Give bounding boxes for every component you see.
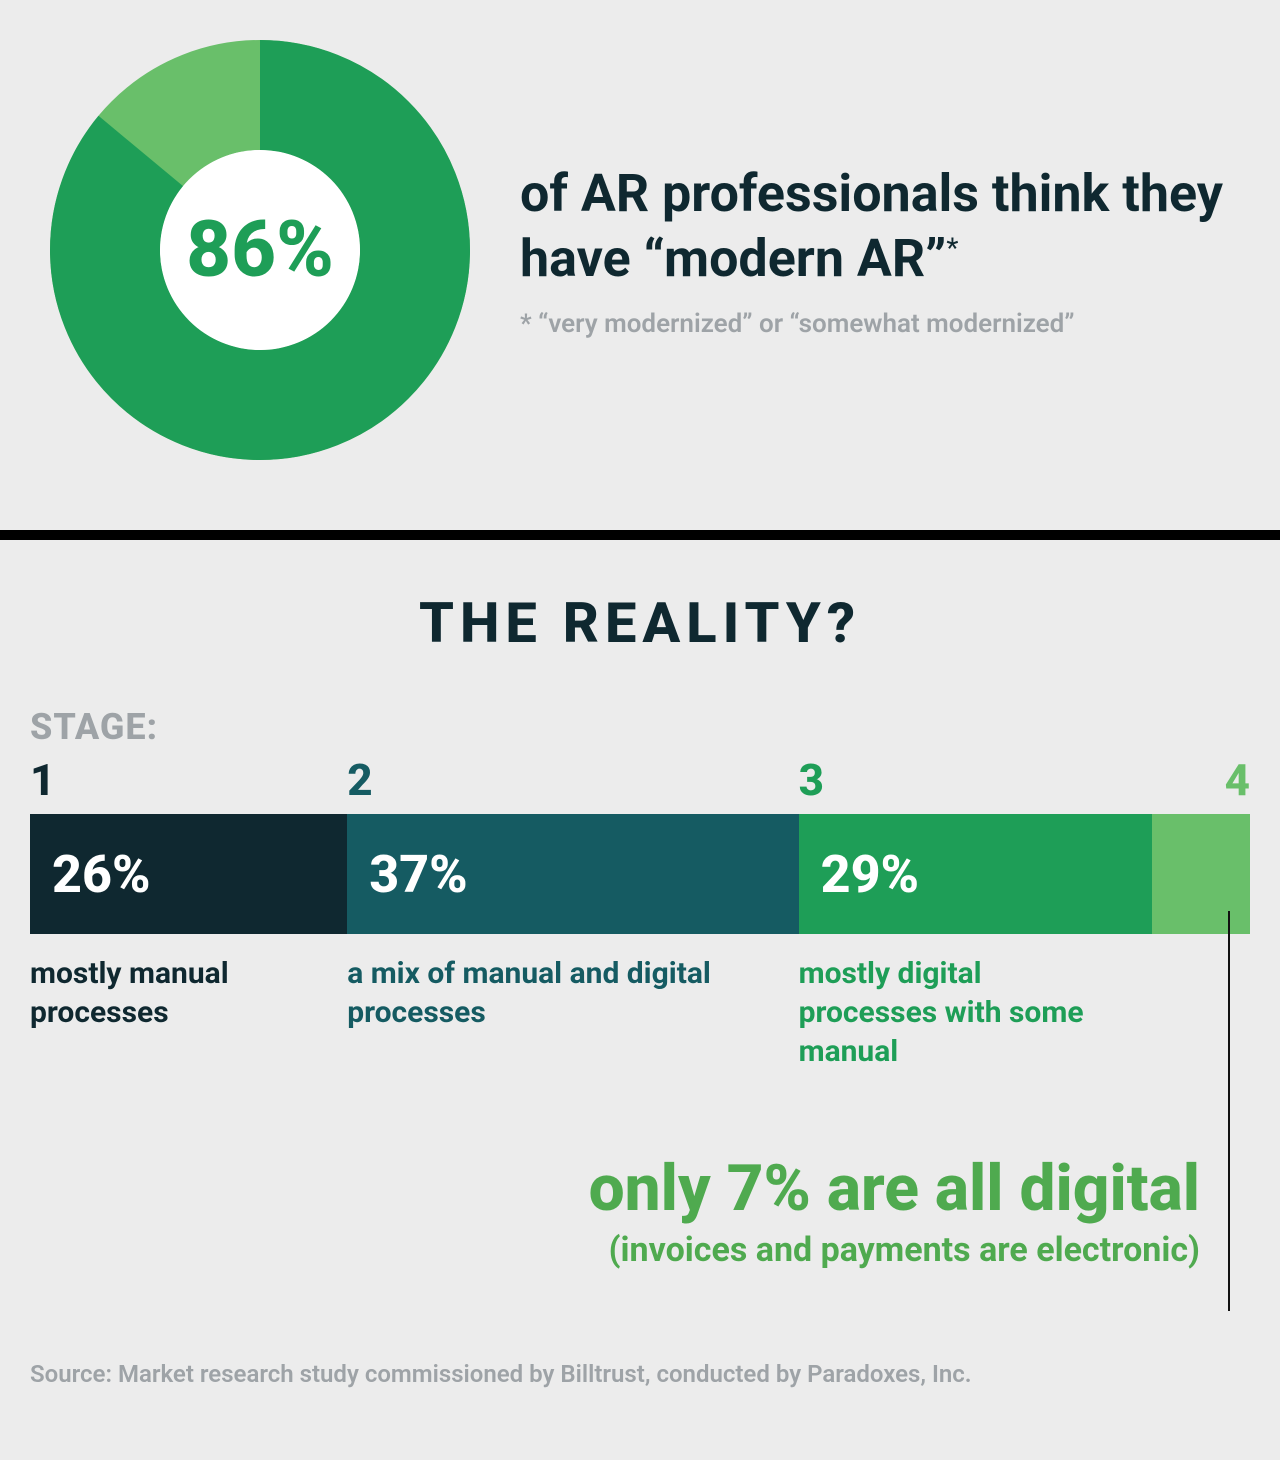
- stage-number: 1: [30, 754, 347, 814]
- stage-label: STAGE:: [30, 706, 1250, 748]
- callout-main-text: only 7% are all digital: [30, 1151, 1200, 1226]
- callout-block: only 7% are all digital (invoices and pa…: [30, 1151, 1250, 1270]
- stage-number-row: 1234: [30, 754, 1250, 814]
- headline-text: of AR professionals think they have “mod…: [520, 161, 1230, 291]
- bottom-section: THE REALITY? STAGE: 1234 26%37%29% mostl…: [0, 540, 1280, 1418]
- headline-asterisk: *: [946, 232, 958, 265]
- donut-percent-label: 86%: [186, 205, 334, 296]
- top-section: 86% of AR professionals think they have …: [30, 40, 1250, 500]
- bar-segment: 29%: [799, 814, 1153, 934]
- bar-segment: 26%: [30, 814, 347, 934]
- source-text: Source: Market research study commission…: [30, 1360, 1250, 1388]
- stage-number: 3: [799, 754, 1153, 814]
- stage-number: 2: [347, 754, 798, 814]
- stacked-bar: 26%37%29%: [30, 814, 1250, 934]
- stage-description: [1152, 954, 1250, 1071]
- donut-chart: 86%: [50, 40, 470, 460]
- stage-description-row: mostly manual processesa mix of manual a…: [30, 954, 1250, 1071]
- headline-block: of AR professionals think they have “mod…: [520, 161, 1230, 339]
- infographic-root: 86% of AR professionals think they have …: [0, 0, 1280, 530]
- stage-description: mostly manual processes: [30, 954, 347, 1071]
- callout-connector-line: [1228, 911, 1230, 1311]
- callout-sub-text: (invoices and payments are electronic): [30, 1230, 1200, 1270]
- headline-main: of AR professionals think they have “mod…: [520, 163, 1223, 289]
- stage-description: a mix of manual and digital processes: [347, 954, 798, 1071]
- stage-description: mostly digital processes with some manua…: [799, 954, 1153, 1071]
- footnote-text: * “very modernized” or “somewhat moderni…: [520, 309, 1230, 339]
- bar-segment: [1152, 814, 1250, 934]
- section-divider: [0, 530, 1280, 540]
- bar-segment: 37%: [347, 814, 798, 934]
- stage-number: 4: [1152, 754, 1250, 814]
- reality-title: THE REALITY?: [30, 590, 1250, 656]
